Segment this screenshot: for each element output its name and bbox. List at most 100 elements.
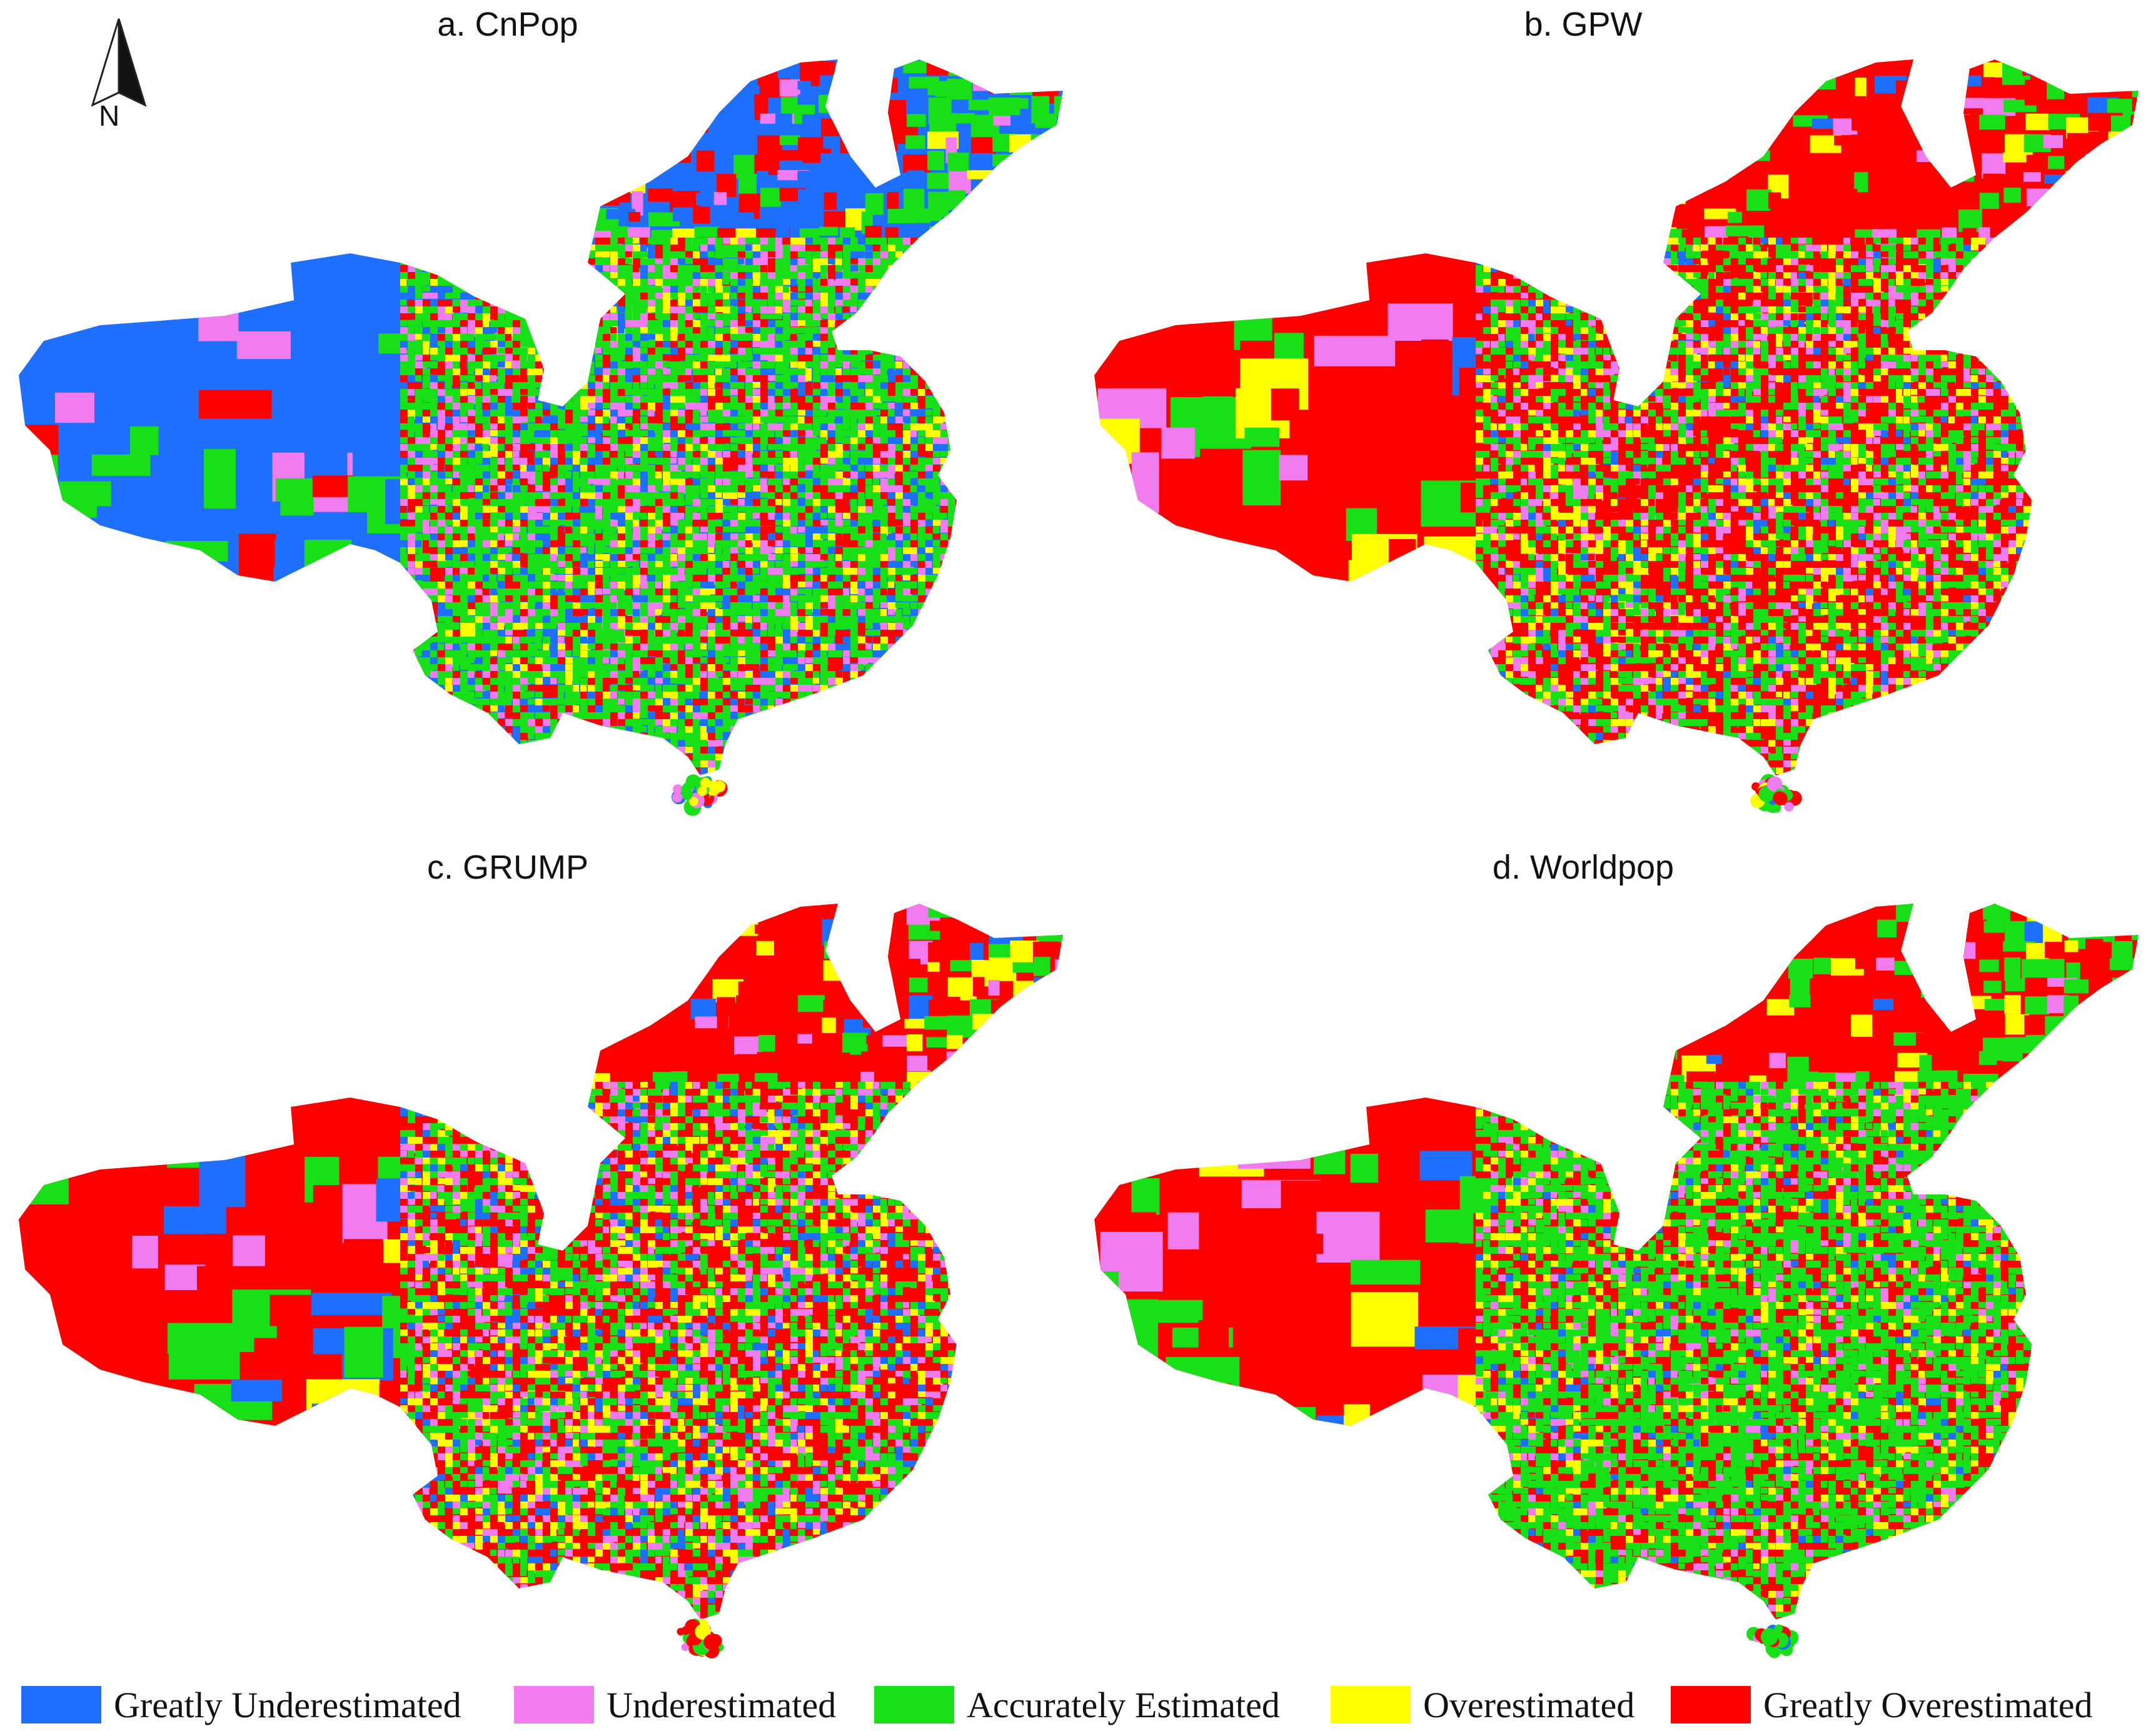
county-east [918, 520, 929, 527]
county-east [648, 630, 655, 638]
county-east [738, 258, 745, 265]
county-east [498, 334, 507, 342]
county-east [925, 396, 934, 405]
county-east [888, 472, 895, 479]
county-east [483, 616, 491, 623]
county-east [580, 416, 590, 423]
county-east [505, 355, 512, 363]
county-east [423, 423, 432, 432]
county-east [423, 485, 432, 493]
county-east [580, 623, 590, 631]
county-east [528, 588, 536, 598]
county-east [768, 485, 776, 493]
county-east [505, 540, 513, 547]
county-east [655, 265, 664, 273]
county-east [708, 265, 715, 275]
county-east [880, 437, 890, 444]
county-east [873, 623, 880, 632]
county-east [513, 375, 520, 385]
county-east [498, 472, 506, 481]
county-east [513, 410, 524, 416]
county-east [940, 416, 950, 423]
county-east [738, 588, 745, 595]
county-north [1034, 61, 1052, 79]
county-east [730, 341, 741, 348]
county-east [745, 458, 753, 467]
county-east [813, 506, 822, 513]
county-east [955, 293, 964, 300]
county-east [910, 561, 920, 567]
county-east [618, 492, 625, 499]
county-east [558, 637, 565, 647]
county-east [933, 286, 941, 293]
county-east [618, 238, 625, 244]
county-east [595, 527, 602, 534]
county-east [663, 320, 672, 328]
county-east [580, 444, 589, 452]
county-east [408, 430, 415, 440]
county-east [828, 568, 837, 575]
county-east [775, 375, 785, 384]
county-east [618, 478, 626, 486]
county-east [573, 513, 583, 520]
county-east [753, 341, 763, 347]
county-east [618, 437, 628, 444]
county-east [970, 554, 980, 560]
county-east [618, 313, 625, 321]
county-east [813, 458, 822, 465]
county-east [640, 348, 648, 354]
county-east [408, 527, 415, 533]
county-north [1010, 98, 1029, 109]
county-east [753, 272, 762, 280]
county-east [760, 472, 768, 478]
county-east [948, 568, 957, 574]
county-east [865, 334, 874, 341]
county-east [595, 238, 603, 246]
county-east [955, 300, 965, 308]
county-east [663, 348, 672, 354]
county-east [835, 245, 845, 251]
county-east [925, 630, 935, 637]
county-east [963, 485, 974, 492]
county-east [603, 410, 613, 419]
county-east [910, 341, 920, 350]
county-east [745, 616, 752, 624]
county-east [468, 334, 475, 343]
county-north [819, 226, 839, 236]
county-east [475, 540, 486, 548]
county-east [603, 355, 612, 363]
county-east [558, 547, 568, 556]
county-east [948, 348, 957, 354]
county-east [558, 472, 565, 478]
county-east [903, 499, 913, 508]
county-east [753, 389, 761, 396]
county-east [565, 506, 572, 512]
county-east [603, 251, 610, 258]
county-east [948, 575, 956, 582]
county-east [910, 623, 920, 632]
county-east [955, 637, 966, 645]
county-east [910, 506, 921, 513]
county-east [663, 623, 672, 632]
county-north [969, 267, 989, 284]
county-east [940, 609, 950, 616]
county-east [760, 492, 769, 498]
county-east [798, 403, 808, 411]
county-west [165, 541, 228, 580]
county-east [843, 396, 851, 405]
county-east [573, 361, 581, 371]
county-east [940, 286, 950, 296]
county-east [663, 437, 673, 443]
county-east [400, 355, 408, 363]
county-east [925, 506, 937, 513]
county-east [415, 637, 422, 643]
county-east [430, 616, 438, 623]
county-east [873, 451, 884, 458]
county-east [573, 472, 580, 480]
county-east [438, 341, 446, 347]
county-east [475, 602, 485, 608]
county-east [678, 368, 687, 376]
county-east [475, 554, 485, 562]
county-west [238, 533, 276, 595]
county-east [850, 423, 859, 431]
